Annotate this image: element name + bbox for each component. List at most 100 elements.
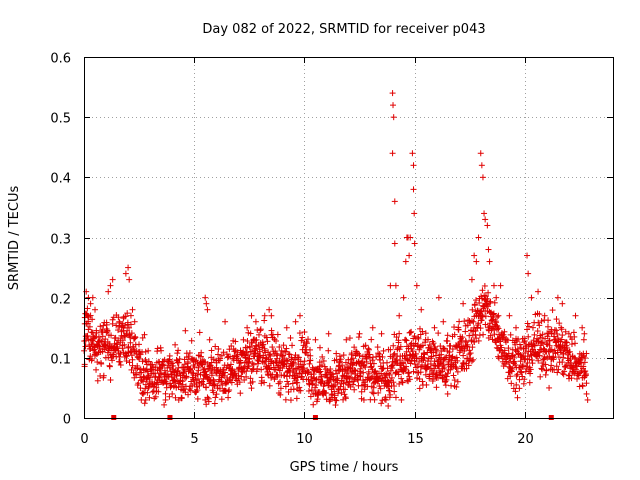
data-point: [507, 331, 514, 338]
data-point-peak: [396, 312, 403, 319]
data-point: [323, 389, 330, 396]
data-point: [393, 334, 400, 341]
data-point: [124, 310, 131, 317]
data-point: [151, 395, 158, 402]
data-point: [553, 316, 560, 323]
data-point: [542, 371, 549, 378]
data-point: [555, 366, 562, 373]
data-point: [453, 342, 460, 349]
data-point: [369, 389, 376, 396]
data-point: [508, 380, 515, 387]
data-point: [468, 358, 475, 365]
baseline-marker: [167, 415, 173, 420]
data-point: [505, 350, 512, 357]
data-point: [287, 397, 294, 404]
data-point: [389, 365, 396, 372]
data-point: [115, 314, 122, 321]
data-point-peak: [409, 150, 416, 157]
data-point: [453, 383, 460, 390]
data-point: [158, 369, 165, 376]
data-point-peak: [89, 294, 96, 301]
data-point: [186, 349, 193, 356]
data-point: [383, 359, 390, 366]
data-point: [128, 330, 135, 337]
data-point: [498, 344, 505, 351]
data-point: [544, 323, 551, 330]
data-point: [356, 372, 363, 379]
data-point: [312, 384, 319, 391]
data-point-peak: [579, 324, 586, 331]
data-point: [390, 379, 397, 386]
data-point: [272, 348, 279, 355]
y-tick-label: 0.6: [50, 52, 71, 67]
y-tick-label: 0.3: [50, 233, 71, 248]
data-point: [419, 328, 426, 335]
data-point-peak: [583, 390, 590, 397]
data-point: [490, 310, 497, 317]
data-point: [467, 350, 474, 357]
axis-ticks: 0 5 10 15 20 0 0.1 0.2 0.3 0.4 0.5 0.6: [50, 52, 613, 447]
data-point: [187, 365, 194, 372]
data-point-peak: [444, 390, 451, 397]
data-point: [430, 340, 437, 347]
data-point: [433, 384, 440, 391]
data-point: [100, 372, 107, 379]
data-point: [225, 388, 232, 395]
data-point: [413, 375, 420, 382]
data-point: [277, 378, 284, 385]
data-point: [284, 378, 291, 385]
data-point: [280, 352, 287, 359]
data-point: [249, 366, 256, 373]
data-point-peak: [356, 330, 363, 337]
data-point: [422, 330, 429, 337]
data-point: [417, 331, 424, 338]
data-point: [373, 353, 380, 360]
data-point: [358, 388, 365, 395]
data-point-peak: [490, 282, 497, 289]
data-point: [127, 321, 134, 328]
data-point: [183, 373, 190, 380]
data-point: [524, 353, 531, 360]
data-point-peak: [261, 312, 268, 319]
data-point: [370, 360, 377, 367]
data-point: [583, 350, 590, 357]
data-point: [128, 352, 135, 359]
data-point: [559, 332, 566, 339]
data-point: [173, 371, 180, 378]
data-point: [348, 351, 355, 358]
data-point: [529, 360, 536, 367]
data-point: [194, 387, 201, 394]
data-point: [161, 401, 168, 408]
data-point: [294, 379, 301, 386]
data-point-peak: [431, 324, 438, 331]
data-point: [332, 367, 339, 374]
data-point-peak: [202, 294, 209, 301]
data-point: [89, 316, 96, 323]
data-point: [268, 327, 275, 334]
data-point: [134, 364, 141, 371]
data-point: [435, 330, 442, 337]
data-point: [479, 287, 486, 294]
data-point: [225, 394, 232, 401]
data-point: [391, 388, 398, 395]
data-point: [548, 330, 555, 337]
data-point-peak: [142, 396, 149, 403]
data-point: [277, 385, 284, 392]
data-point: [554, 335, 561, 342]
data-point: [410, 368, 417, 375]
data-point: [182, 327, 189, 334]
baseline-marker: [548, 415, 554, 420]
data-point: [351, 386, 358, 393]
data-point: [216, 385, 223, 392]
data-point: [215, 351, 222, 358]
data-point-peak: [162, 396, 169, 403]
data-point: [325, 347, 332, 354]
data-point-peak: [390, 102, 397, 109]
data-point: [274, 352, 281, 359]
data-point: [296, 384, 303, 391]
data-point: [568, 341, 575, 348]
data-point: [243, 368, 250, 375]
data-point-peak: [422, 336, 429, 343]
data-point-peak: [390, 114, 397, 121]
data-point: [474, 307, 481, 314]
